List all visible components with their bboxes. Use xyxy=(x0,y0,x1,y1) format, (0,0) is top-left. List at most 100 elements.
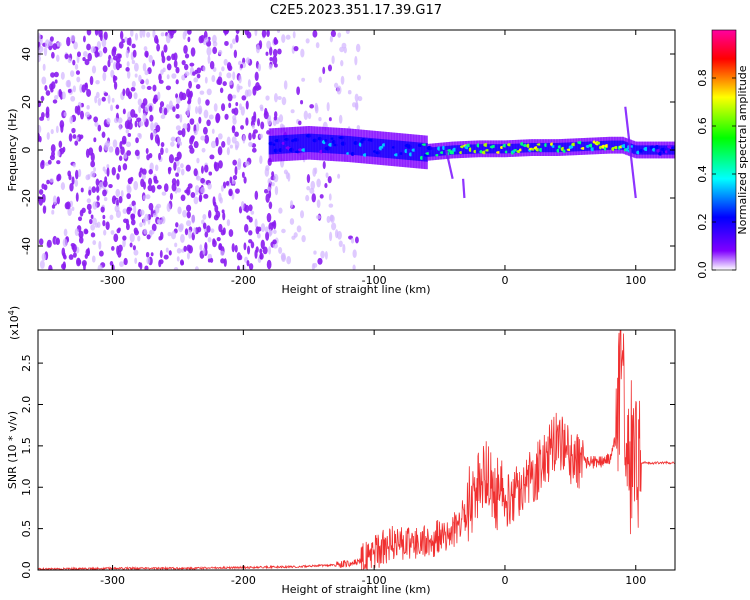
spectrogram-noise-blob xyxy=(243,176,247,184)
spectrogram-noise-blob xyxy=(118,196,123,204)
spectrogram-noise-blob xyxy=(167,30,173,35)
spectrogram-noise-blob xyxy=(324,183,328,189)
spectrogram-noise-blob xyxy=(160,114,166,120)
spectrogram-noise-blob xyxy=(175,66,180,74)
spectrogram-noise-blob xyxy=(244,223,249,233)
spectrogram-noise-blob xyxy=(168,154,174,164)
spectrogram-x-tick-label: -200 xyxy=(231,274,256,287)
spectrogram-noise-blob xyxy=(101,131,106,138)
spectrogram-noise-blob xyxy=(126,206,131,215)
spectrogram-noise-blob xyxy=(352,102,357,108)
spectrogram-noise-blob xyxy=(54,94,59,100)
spectrogram-signal-core xyxy=(486,144,490,154)
spectrogram-noise-blob xyxy=(211,74,216,83)
spectrogram-noise-blob xyxy=(165,85,172,91)
spectrogram-noise-blob xyxy=(125,128,130,134)
spectrogram-noise-blob xyxy=(214,162,220,172)
spectrogram-noise-blob xyxy=(169,192,173,201)
snr-y-tick-label: 1.5 xyxy=(20,437,33,455)
spectrogram-noise-blob xyxy=(325,172,329,179)
spectrogram-noise-blob xyxy=(232,38,236,45)
spectrogram-noise-blob xyxy=(189,136,194,145)
spectrogram-noise-blob xyxy=(103,229,107,236)
spectrogram-noise-blob xyxy=(176,166,181,174)
spectrogram-noise-blob xyxy=(181,74,186,81)
spectrogram-noise-blob xyxy=(193,168,198,177)
spectrogram-noise-blob xyxy=(107,59,111,68)
spectrogram-noise-blob xyxy=(272,229,277,235)
spectrogram-noise-blob xyxy=(231,179,235,185)
colorbar-ticks: 0.0 0.2 0.4 0.6 0.8 xyxy=(696,69,736,279)
spectrogram-signal-core xyxy=(375,138,378,158)
spectrogram-signal-core xyxy=(292,134,295,153)
spectrogram-noise-blob xyxy=(94,30,99,36)
spectrogram-noise-blob xyxy=(115,104,120,110)
spectrogram-signal-core xyxy=(361,137,364,156)
spectrogram-noise-blob xyxy=(50,81,56,90)
spectrogram-noise-blob xyxy=(245,57,251,65)
spectrogram-noise-blob xyxy=(124,36,128,42)
spectrogram-noise-blob xyxy=(220,185,224,192)
spectrogram-noise-blob xyxy=(232,71,236,81)
spectrogram-noise-blob xyxy=(102,46,108,54)
spectrogram-signal-core xyxy=(599,140,603,151)
spectrogram-signal-core xyxy=(450,145,453,155)
spectrogram-signal-core xyxy=(521,143,524,153)
spectrogram-noise-blob xyxy=(188,229,192,239)
spectrogram-noise-blob xyxy=(121,135,127,144)
spectrogram-signal-core xyxy=(433,147,436,157)
spectrogram-noise-blob xyxy=(134,73,138,78)
spectrogram-noise-blob xyxy=(110,69,115,78)
spectrogram-noise-blob xyxy=(227,93,233,102)
spectrogram-noise-blob xyxy=(328,203,334,208)
spectrogram-noise-blob xyxy=(314,104,319,114)
spectrogram-signal-core xyxy=(516,143,519,153)
spectrogram-noise-blob xyxy=(267,177,272,185)
spectrogram-noise-blob xyxy=(194,266,199,270)
spectrogram-noise-blob xyxy=(190,191,196,198)
spectrogram-noise-blob xyxy=(144,70,149,76)
spectrogram-noise-blob xyxy=(87,52,92,62)
spectrogram-signal-core xyxy=(464,144,468,155)
spectrogram-noise-blob xyxy=(217,133,223,140)
spectrogram-noise-blob xyxy=(318,76,323,83)
spectrogram-noise-blob xyxy=(356,74,361,81)
spectrogram-noise-blob xyxy=(165,247,169,253)
spectrogram-noise-blob xyxy=(224,30,230,34)
spectrogram-noise-blob xyxy=(139,209,145,216)
spectrogram-noise-blob xyxy=(82,35,86,43)
spectrogram-signal-core xyxy=(565,142,568,152)
spectrogram-noise-blob xyxy=(277,48,282,55)
spectrogram-signal-core xyxy=(460,144,463,155)
spectrogram-noise-blob xyxy=(222,81,227,87)
spectrogram-signal-core xyxy=(551,142,554,153)
spectrogram-y-ticks: -40 -20 0 20 40 xyxy=(20,47,675,255)
spectrogram-noise-blob xyxy=(333,82,339,88)
spectrogram-noise-blob xyxy=(185,164,191,172)
spectrogram-noise-blob xyxy=(226,147,230,156)
spectrogram-noise-blob xyxy=(141,174,146,180)
spectrogram-noise-blob xyxy=(322,161,326,170)
spectrogram-noise-blob xyxy=(55,54,60,62)
spectrogram-noise-blob xyxy=(303,110,309,120)
spectrogram-noise-blob xyxy=(187,30,192,35)
spectrogram-noise-blob xyxy=(246,215,251,220)
spectrogram-noise-blob xyxy=(125,87,130,97)
spectrogram-noise-blob xyxy=(177,135,180,145)
spectrogram-noise-blob xyxy=(76,105,81,111)
spectrogram-signal-core xyxy=(667,145,670,155)
spectrogram-noise-blob xyxy=(259,133,264,139)
spectrogram-noise-blob xyxy=(62,146,66,153)
spectrogram-noise-blob xyxy=(74,63,79,70)
spectrogram-noise-blob xyxy=(131,60,136,65)
spectrogram-noise-blob xyxy=(196,73,201,79)
spectrogram-noise-blob xyxy=(186,204,192,212)
spectrogram-noise-blob xyxy=(248,263,254,270)
spectrogram-noise-blob xyxy=(175,103,180,110)
spectrogram-signal-core xyxy=(510,143,513,154)
spectrogram-noise-blob xyxy=(301,77,306,82)
spectrogram-noise-blob xyxy=(103,31,108,41)
spectrogram-noise-blob xyxy=(329,231,333,242)
spectrogram-signal-core xyxy=(397,140,400,160)
spectrogram-noise-blob xyxy=(260,107,264,112)
